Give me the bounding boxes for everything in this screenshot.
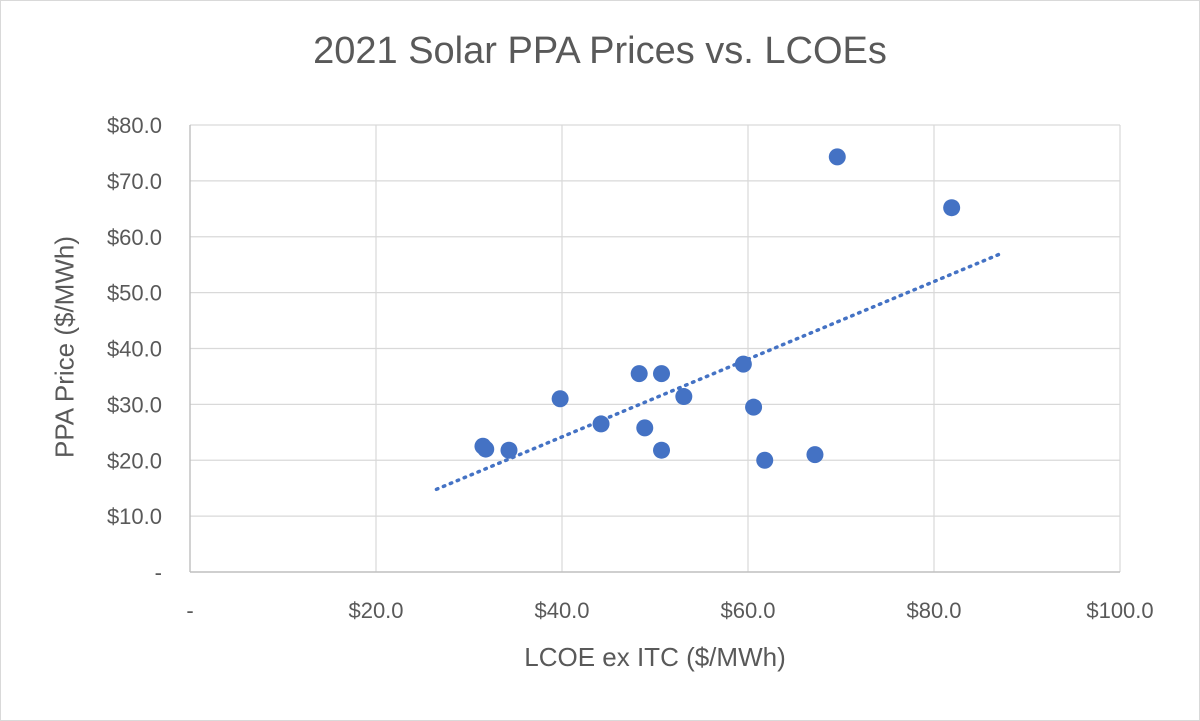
- data-point: [653, 441, 671, 459]
- x-tick-label: -: [186, 598, 193, 623]
- gridlines: [190, 124, 1121, 572]
- data-point: [551, 390, 569, 408]
- data-points: [474, 148, 961, 469]
- x-tick-label: $100.0: [1086, 598, 1153, 623]
- x-axis-label: LCOE ex ITC ($/MWh): [524, 642, 786, 672]
- data-point: [806, 446, 824, 464]
- x-tick-label: $40.0: [534, 598, 589, 623]
- axes: [189, 125, 1120, 573]
- tick-labels: - $10.0 $20.0 $30.0 $40.0 $50.0 $60.0 $70.0 $80.…: [107, 113, 1154, 623]
- x-tick-label: $80.0: [906, 598, 961, 623]
- y-tick-label: $70.0: [107, 169, 162, 194]
- chart-title: 2021 Solar PPA Prices vs. LCOEs: [313, 30, 887, 72]
- data-point: [477, 440, 495, 458]
- data-point: [734, 355, 752, 373]
- data-point: [828, 148, 846, 166]
- data-point: [592, 415, 610, 433]
- data-point: [943, 199, 961, 217]
- y-tick-label: $10.0: [107, 504, 162, 529]
- y-tick-label: $40.0: [107, 337, 162, 362]
- trendline: [434, 250, 1006, 492]
- data-point: [745, 398, 763, 416]
- data-point: [500, 441, 518, 459]
- data-point: [630, 365, 648, 383]
- y-tick-label: $50.0: [107, 281, 162, 306]
- x-tick-label: $20.0: [348, 598, 403, 623]
- data-point: [636, 419, 654, 437]
- data-point: [653, 365, 671, 383]
- x-tick-label: $60.0: [720, 598, 775, 623]
- y-tick-label: -: [155, 560, 162, 585]
- y-tick-label: $60.0: [107, 225, 162, 250]
- y-tick-label: $80.0: [107, 113, 162, 138]
- data-point: [675, 388, 693, 406]
- y-tick-label: $30.0: [107, 392, 162, 417]
- y-tick-label: $20.0: [107, 448, 162, 473]
- trendline-group: [434, 250, 1006, 492]
- y-axis-label: PPA Price ($/MWh): [49, 235, 80, 459]
- data-point: [756, 451, 774, 469]
